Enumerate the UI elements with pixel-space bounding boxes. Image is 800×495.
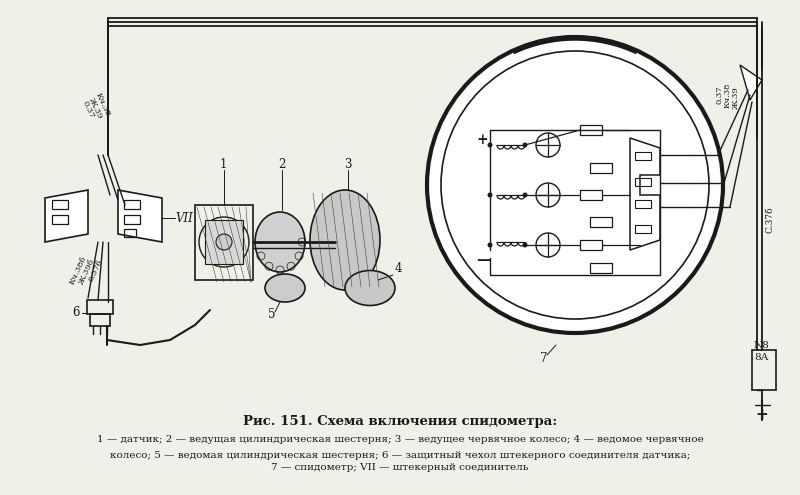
Circle shape xyxy=(522,243,527,248)
Bar xyxy=(590,217,612,227)
Text: С.37б: С.37б xyxy=(766,207,774,233)
Bar xyxy=(124,229,136,237)
Circle shape xyxy=(536,183,560,207)
Polygon shape xyxy=(740,65,762,100)
Text: +: + xyxy=(476,133,488,147)
Text: 7: 7 xyxy=(540,351,547,364)
Ellipse shape xyxy=(255,212,305,272)
Bar xyxy=(124,200,140,209)
Ellipse shape xyxy=(345,270,395,305)
Text: 5: 5 xyxy=(268,308,275,321)
Circle shape xyxy=(536,233,560,257)
Text: Ж.39: Ж.39 xyxy=(87,96,105,120)
Bar xyxy=(590,263,612,273)
Bar xyxy=(635,178,651,186)
Text: VII: VII xyxy=(175,211,193,225)
Bar xyxy=(590,163,612,173)
Circle shape xyxy=(487,143,493,148)
Circle shape xyxy=(522,143,527,148)
Text: Кч.38: Кч.38 xyxy=(724,82,732,108)
Text: 0.37: 0.37 xyxy=(81,100,95,120)
Text: 1: 1 xyxy=(220,158,227,171)
Circle shape xyxy=(487,193,493,198)
Text: Ж.39: Ж.39 xyxy=(732,87,740,109)
Text: N8: N8 xyxy=(754,341,770,349)
Text: колесо; 5 — ведомая цилиндрическая шестерня; 6 — защитный чехол штекерного соеди: колесо; 5 — ведомая цилиндрическая шесте… xyxy=(110,450,690,459)
Bar xyxy=(580,240,602,250)
Bar xyxy=(205,220,243,264)
Text: 1 — датчик; 2 — ведущая цилиндрическая шестерня; 3 — ведущее червячное колесо; 4: 1 — датчик; 2 — ведущая цилиндрическая ш… xyxy=(97,436,703,445)
Text: Рис. 151. Схема включения спидометра:: Рис. 151. Схема включения спидометра: xyxy=(243,415,557,429)
Ellipse shape xyxy=(265,274,305,302)
Bar xyxy=(90,314,110,326)
Circle shape xyxy=(216,234,232,250)
Text: 3: 3 xyxy=(344,158,351,171)
Text: 4: 4 xyxy=(395,261,402,275)
Text: 2: 2 xyxy=(278,158,286,171)
Circle shape xyxy=(487,243,493,248)
Bar xyxy=(580,190,602,200)
Ellipse shape xyxy=(310,190,380,290)
Text: 0.37: 0.37 xyxy=(716,86,724,104)
Bar xyxy=(635,225,651,233)
Bar xyxy=(52,215,68,224)
Bar xyxy=(124,215,140,224)
Text: Кч.38б: Кч.38б xyxy=(68,254,88,286)
Text: 6: 6 xyxy=(72,306,79,319)
Bar xyxy=(752,350,776,390)
Bar xyxy=(635,200,651,208)
Text: 0.37б: 0.37б xyxy=(87,257,105,282)
Circle shape xyxy=(441,51,709,319)
Bar xyxy=(52,200,68,209)
Polygon shape xyxy=(630,138,660,250)
Text: 7 — спидометр; VII — штекерный соединитель: 7 — спидометр; VII — штекерный соедините… xyxy=(271,463,529,473)
Polygon shape xyxy=(118,190,162,242)
Text: 8А: 8А xyxy=(754,353,769,362)
Text: —: — xyxy=(476,253,490,267)
Text: +: + xyxy=(755,408,768,422)
Circle shape xyxy=(427,37,723,333)
Bar xyxy=(87,300,113,314)
Text: Кч.38: Кч.38 xyxy=(94,92,112,118)
Text: Ж.39б: Ж.39б xyxy=(78,258,97,286)
Circle shape xyxy=(522,193,527,198)
Bar xyxy=(195,205,253,280)
Bar xyxy=(580,125,602,135)
Circle shape xyxy=(536,133,560,157)
Polygon shape xyxy=(45,190,88,242)
Bar xyxy=(635,152,651,160)
